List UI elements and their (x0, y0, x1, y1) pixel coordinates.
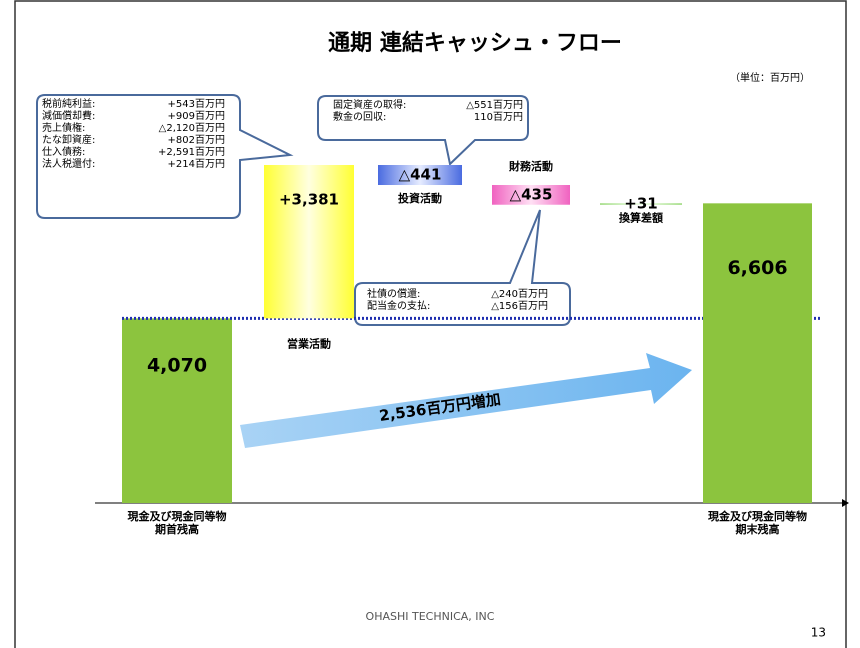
callout-value: △2,120百万円 (159, 122, 225, 134)
unit: （単位：百万円） (730, 71, 810, 84)
callout-label: 法人税還付: (42, 157, 95, 170)
callout-value: △240百万円 (491, 288, 548, 300)
footer: OHASHI TECHNICA, INC (366, 610, 495, 623)
callout-label: 社債の償還: (367, 287, 420, 300)
bar (378, 165, 462, 186)
category-label: 現金及び現金同等物 (128, 509, 227, 523)
callout-label: たな卸資産: (42, 133, 95, 146)
callout-value: 110百万円 (474, 111, 523, 123)
callout-label: 配当金の支払: (367, 299, 430, 312)
callout-label: 減価償却費: (42, 109, 95, 122)
callout-label: 税前純利益: (42, 97, 95, 110)
callout-value: △551百万円 (466, 99, 523, 111)
page-number: 13 (811, 626, 826, 640)
category-label: 換算差額 (619, 211, 663, 225)
value-label: +31 (624, 195, 657, 213)
callout-investing (317, 95, 529, 166)
value-label: △435 (510, 185, 553, 203)
callout-value: +909百万円 (168, 110, 225, 122)
callout-value: △156百万円 (491, 300, 548, 312)
title: 通期 連結キャッシュ・フロー (328, 30, 622, 56)
category-label: 期首残高 (155, 522, 199, 536)
bar (600, 203, 682, 205)
category-label: 投資活動 (398, 191, 442, 205)
callout-label: 売上債権: (42, 121, 85, 134)
callout-operating (36, 94, 294, 219)
bar (703, 203, 812, 503)
axis-arrowhead (842, 499, 849, 507)
category-label: 財務活動 (508, 159, 553, 173)
callout-value: +214百万円 (168, 158, 225, 170)
slide-border (14, 0, 847, 648)
value-label: +3,381 (279, 191, 339, 209)
category-label: 期末残高 (736, 522, 780, 536)
callout-label: 固定資産の取得: (333, 98, 406, 111)
category-label: 現金及び現金同等物 (708, 509, 807, 523)
bar (492, 185, 570, 205)
value-label: 4,070 (147, 355, 207, 377)
callout-value: +543百万円 (168, 98, 225, 110)
value-label: △441 (399, 166, 442, 184)
callout-financing (354, 209, 571, 326)
category-label: 営業活動 (287, 336, 331, 350)
value-label: 6,606 (727, 257, 787, 279)
bar (264, 165, 354, 319)
bar (122, 318, 232, 503)
callout-value: +2,591百万円 (158, 146, 225, 158)
callout-label: 仕入債務: (42, 145, 85, 158)
callout-value: +802百万円 (168, 134, 225, 146)
callout-label: 敷金の回収: (333, 110, 386, 123)
increase-arrow (240, 353, 692, 448)
